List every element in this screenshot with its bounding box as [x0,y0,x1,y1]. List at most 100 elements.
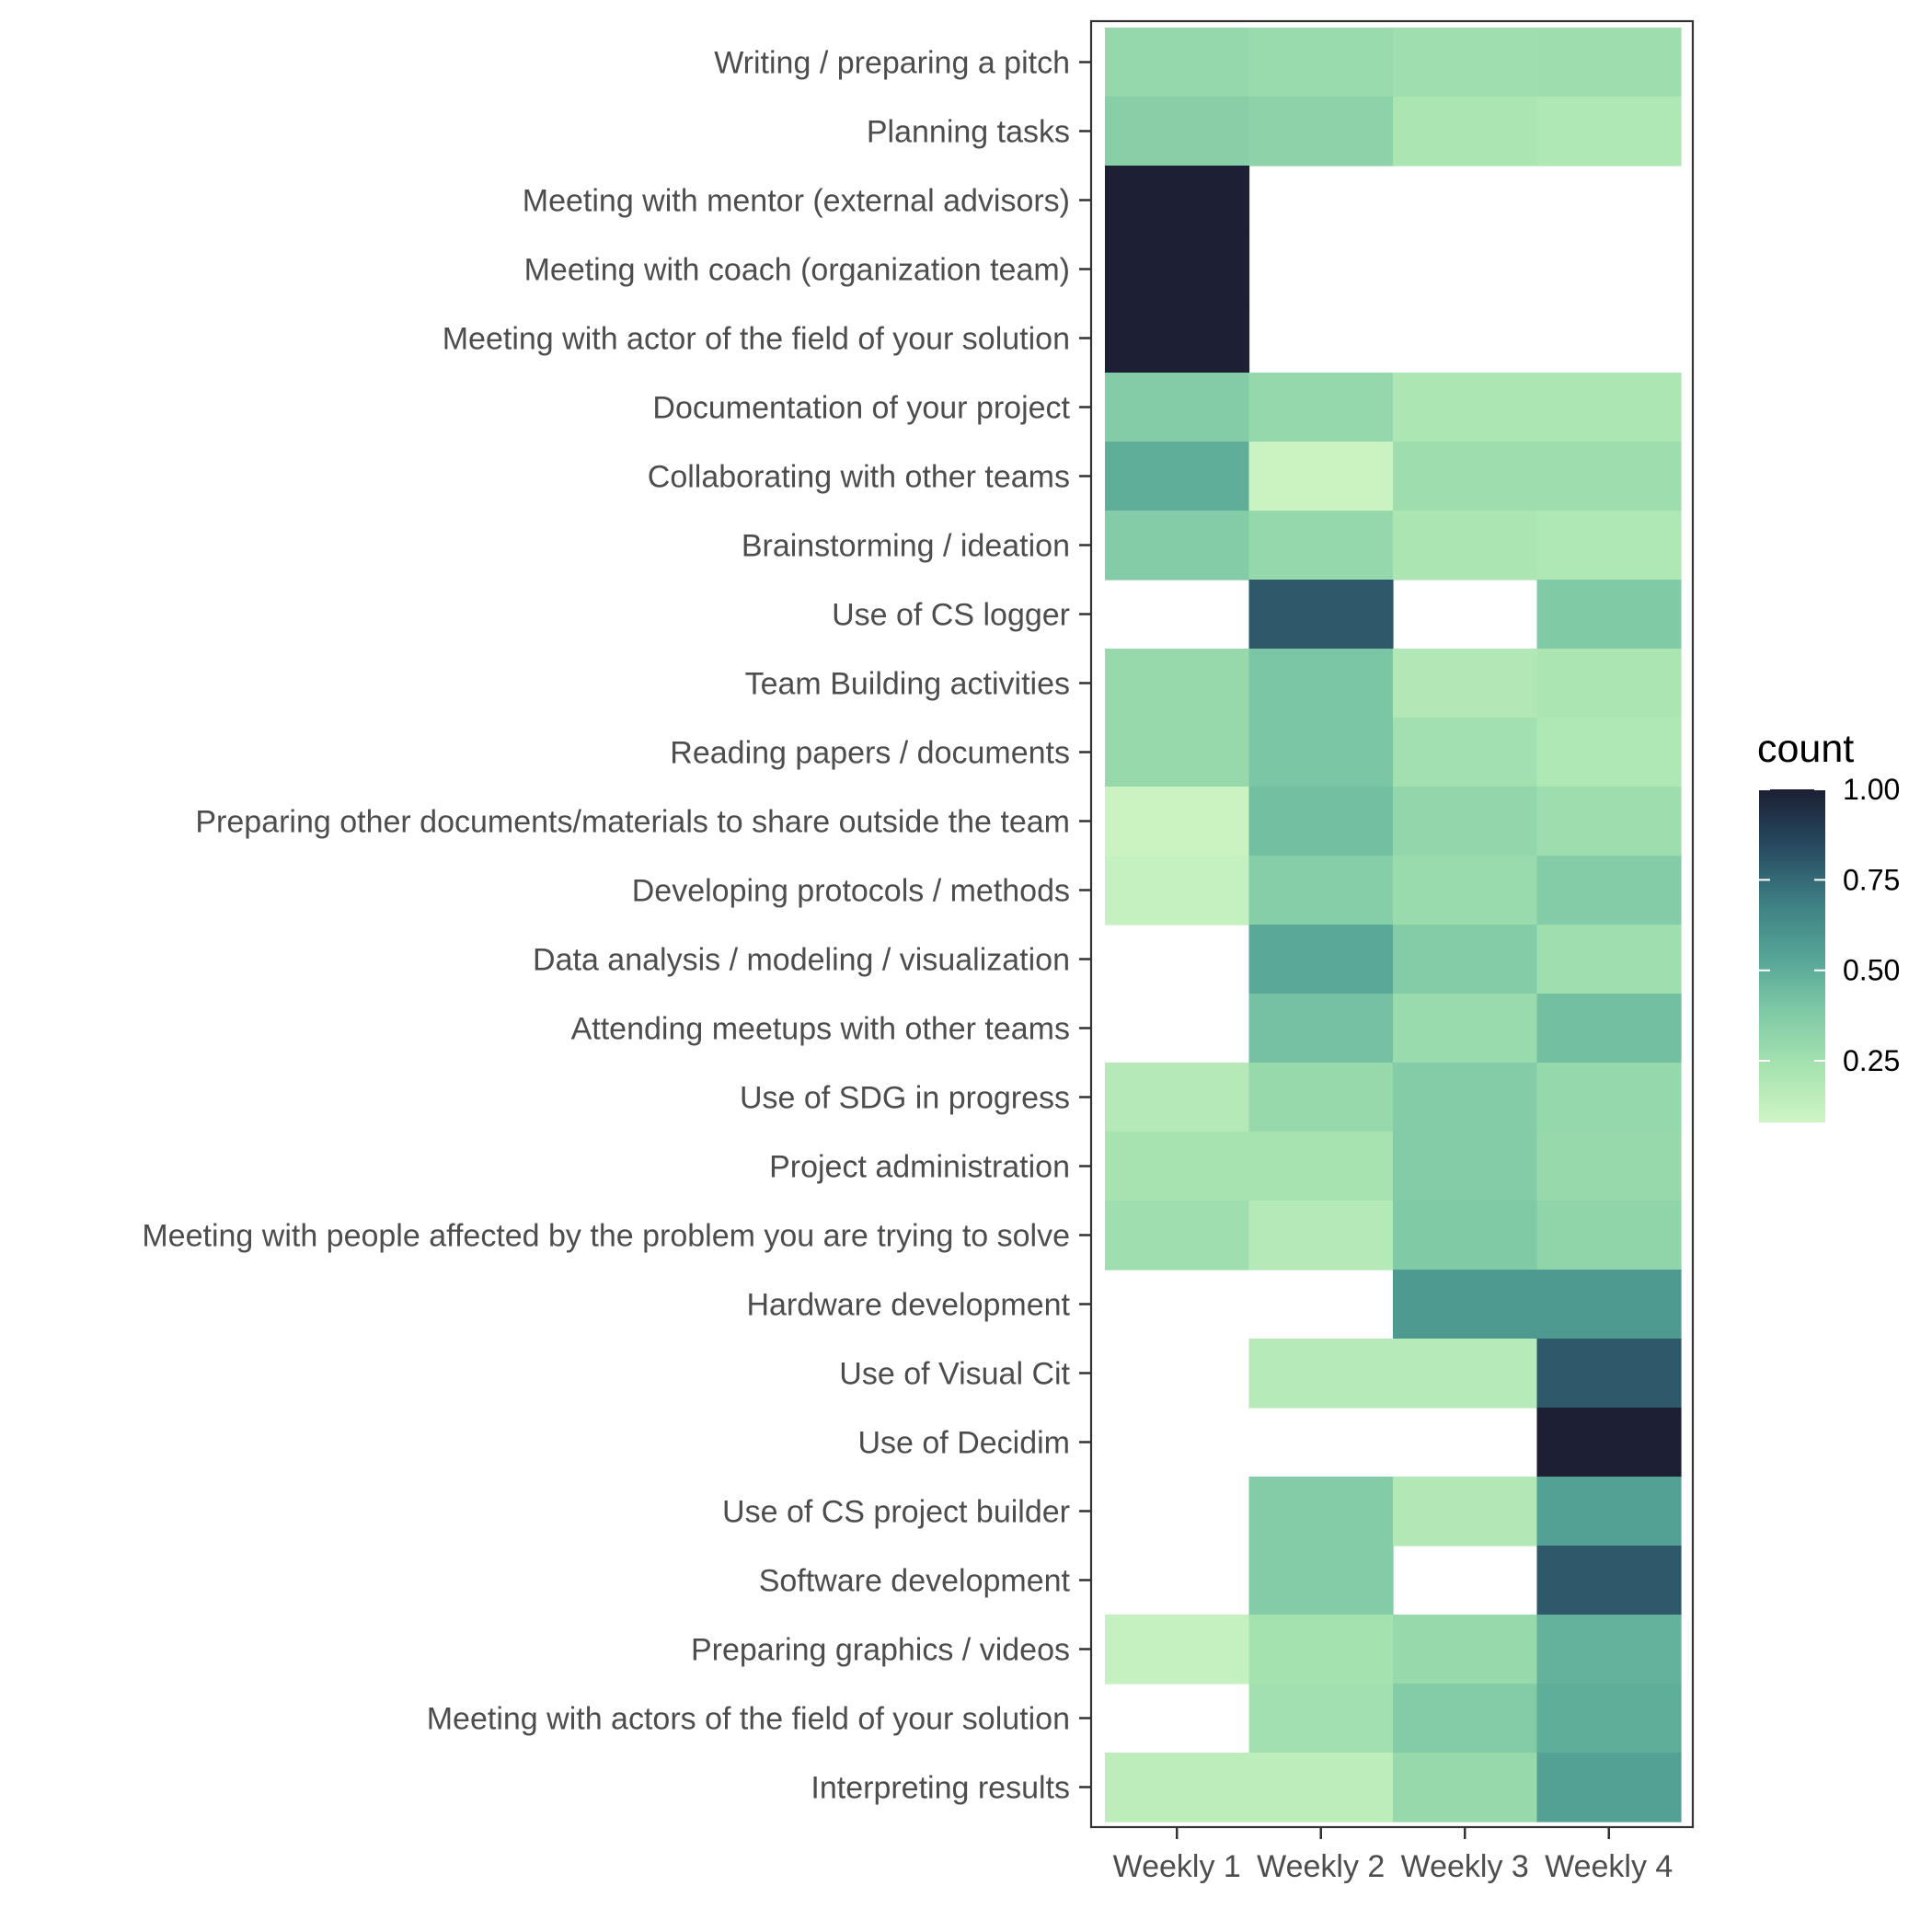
heatmap-cell [1248,1615,1394,1685]
heatmap-cell [1536,925,1682,995]
heatmap-cell [1536,373,1682,443]
heatmap-cell [1536,97,1682,167]
heatmap-cell [1105,28,1250,98]
heatmap-cell [1393,718,1538,788]
y-tick-label: Meeting with actor of the field of your … [443,322,1070,357]
y-tick-label: Planning tasks [867,115,1070,150]
heatmap-cell [1536,994,1682,1064]
heatmap-cell [1393,787,1538,857]
heatmap-cell [1393,97,1538,167]
heatmap-cell [1536,1615,1682,1685]
heatmap-cell [1248,1063,1394,1133]
heatmap-cell [1536,442,1682,512]
heatmap-cell [1536,1201,1682,1271]
heatmap-cell [1248,97,1394,167]
y-tick-label: Meeting with coach (organization team) [524,253,1070,288]
heatmap-cell [1105,787,1250,857]
heatmap-cell [1248,649,1394,719]
heatmap-cell [1393,1201,1538,1271]
heatmap-cell [1248,925,1394,995]
heatmap-cell [1248,718,1394,788]
heatmap-cell [1536,1270,1682,1340]
y-tick-label: Use of SDG in progress [740,1081,1070,1116]
heatmap-cell [1393,1270,1538,1340]
heatmap-cell [1248,580,1394,650]
legend-tick-label: 0.25 [1843,1044,1900,1077]
heatmap-cell [1248,994,1394,1064]
heatmap-cell [1393,28,1538,98]
heatmap-cell [1105,442,1250,512]
heatmap-cell [1393,1615,1538,1685]
y-tick-label: Hardware development [746,1288,1070,1323]
heatmap-cell [1248,511,1394,581]
y-axis: Writing / preparing a pitch Planning task… [142,46,1091,1806]
heatmap-cell [1393,1132,1538,1202]
x-tick-label: Weekly 2 [1257,1849,1385,1884]
heatmap-cell [1248,1132,1394,1202]
heatmap-cell [1393,649,1538,719]
heatmap-cell [1536,787,1682,857]
heatmap-cell [1105,373,1250,443]
heatmap-cell [1536,28,1682,98]
heatmap-cell [1536,649,1682,719]
heatmap-cell [1393,1063,1538,1133]
heatmap-cell [1393,1477,1538,1547]
legend-tick-label: 0.50 [1843,954,1900,987]
x-axis: Weekly 1 Weekly 2 Weekly 3 Weekly 4 [1113,1827,1673,1884]
legend-tick-label: 0.75 [1843,863,1900,896]
color-legend: count 1.00 0.75 0.50 0.25 [1757,727,1900,1122]
heatmap-cell [1393,511,1538,581]
heatmap-cell [1105,1615,1250,1685]
heatmap-cell [1248,856,1394,926]
legend-title: count [1757,727,1854,771]
heatmap-cell [1393,1753,1538,1823]
heatmap-cell [1248,373,1394,443]
y-tick-label: Reading papers / documents [670,736,1070,771]
y-tick-label: Documentation of your project [652,391,1070,426]
heatmap-cell [1105,1201,1250,1271]
heatmap-cell [1105,235,1250,305]
y-tick-label: Project administration [769,1150,1070,1185]
plot-panel-border [1089,19,1695,1829]
heatmap-cell [1536,1684,1682,1754]
heatmap-cell [1248,1684,1394,1754]
heatmap-cell [1248,1339,1394,1409]
heatmap-cell [1393,442,1538,512]
y-tick-label: Meeting with people affected by the prob… [142,1219,1070,1254]
heatmap-cell [1105,1063,1250,1133]
heatmap-cell [1536,1546,1682,1616]
y-tick-label: Brainstorming / ideation [742,529,1070,564]
heatmap-cells [1105,28,1682,1823]
heatmap-cell [1248,1753,1394,1823]
legend-tick-label: 1.00 [1843,773,1900,806]
heatmap-cell [1393,856,1538,926]
heatmap-cell [1536,856,1682,926]
y-tick-label: Use of Visual Cit [839,1357,1070,1392]
y-tick-label: Preparing graphics / videos [691,1633,1070,1668]
x-tick-label: Weekly 3 [1401,1849,1529,1884]
y-tick-label: Developing protocols / methods [632,874,1070,909]
y-tick-label: Use of CS project builder [722,1495,1070,1530]
y-tick-label: Use of CS logger [832,598,1070,633]
y-tick-label: Software development [759,1564,1071,1599]
heatmap-cell [1536,1132,1682,1202]
heatmap-cell [1393,925,1538,995]
heatmap-cell [1105,97,1250,167]
heatmap-cell [1248,1546,1394,1616]
heatmap-cell [1393,994,1538,1064]
x-tick-label: Weekly 1 [1113,1849,1241,1884]
heatmap-cell [1248,1201,1394,1271]
y-tick-label: Data analysis / modeling / visualization [533,943,1070,978]
y-tick-label: Writing / preparing a pitch [714,46,1070,81]
y-tick-label: Use of Decidim [857,1426,1070,1461]
heatmap-cell [1105,1132,1250,1202]
heatmap-cell [1105,511,1250,581]
heatmap-cell [1248,787,1394,857]
heatmap-cell [1536,1753,1682,1823]
legend-colorbar [1759,789,1825,1122]
heatmap-cell [1105,649,1250,719]
heatmap-cell [1536,511,1682,581]
heatmap-cell [1536,580,1682,650]
heatmap-cell [1536,718,1682,788]
